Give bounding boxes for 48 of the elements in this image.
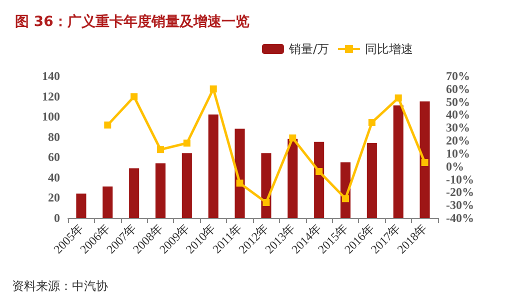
- y2-tick-label: -10%: [446, 172, 474, 186]
- bar: [182, 153, 192, 218]
- y2-tick-label: 0%: [446, 159, 464, 174]
- point: [104, 122, 112, 129]
- bar: [393, 105, 404, 218]
- y-tick-label: 80: [48, 130, 60, 144]
- y-tick-label: 0: [54, 211, 60, 225]
- y2-tick-label: 30%: [446, 120, 470, 135]
- point: [394, 94, 402, 102]
- bar: [129, 168, 140, 218]
- bar: [155, 163, 166, 218]
- point: [342, 195, 349, 202]
- point: [316, 168, 323, 176]
- y-tick-label: 60: [48, 150, 60, 164]
- bar: [288, 138, 298, 218]
- y2-tick-label: -30%: [446, 198, 474, 212]
- point: [210, 85, 217, 92]
- y-tick-label: 120: [42, 89, 60, 104]
- y-tick-label: 40: [48, 170, 60, 184]
- point: [130, 93, 138, 100]
- bar: [314, 142, 324, 218]
- chart-title: 图 36：广义重卡年度销量及增速一览: [15, 13, 250, 30]
- y2-tick-label: 60%: [446, 82, 470, 96]
- y2-tick-label: 70%: [446, 69, 470, 83]
- point: [421, 158, 428, 166]
- bar: [366, 142, 377, 218]
- point: [289, 134, 296, 142]
- legend-label: 同比增速: [365, 42, 413, 56]
- point: [157, 146, 164, 154]
- text: 资料来源：中汽协: [12, 279, 108, 293]
- y2-tick-label: -40%: [446, 211, 474, 225]
- y2-tick-label: 10%: [446, 146, 470, 160]
- point: [262, 199, 270, 206]
- point: [368, 118, 376, 126]
- point: [236, 180, 244, 187]
- legend-label: 销量/万: [288, 42, 330, 56]
- y-tick-label: 140: [42, 69, 60, 83]
- y-tick-label: 20: [48, 190, 60, 205]
- y2-tick-label: 40%: [446, 108, 470, 122]
- bar: [420, 101, 430, 218]
- y2-tick-label: 20%: [446, 134, 470, 148]
- bar: [208, 114, 218, 218]
- bar: [76, 194, 86, 218]
- point: [183, 140, 190, 147]
- y2-tick-label: -20%: [446, 185, 474, 200]
- y2-tick-label: 50%: [446, 94, 470, 109]
- bar: [102, 186, 113, 218]
- y-tick-label: 100: [42, 110, 60, 124]
